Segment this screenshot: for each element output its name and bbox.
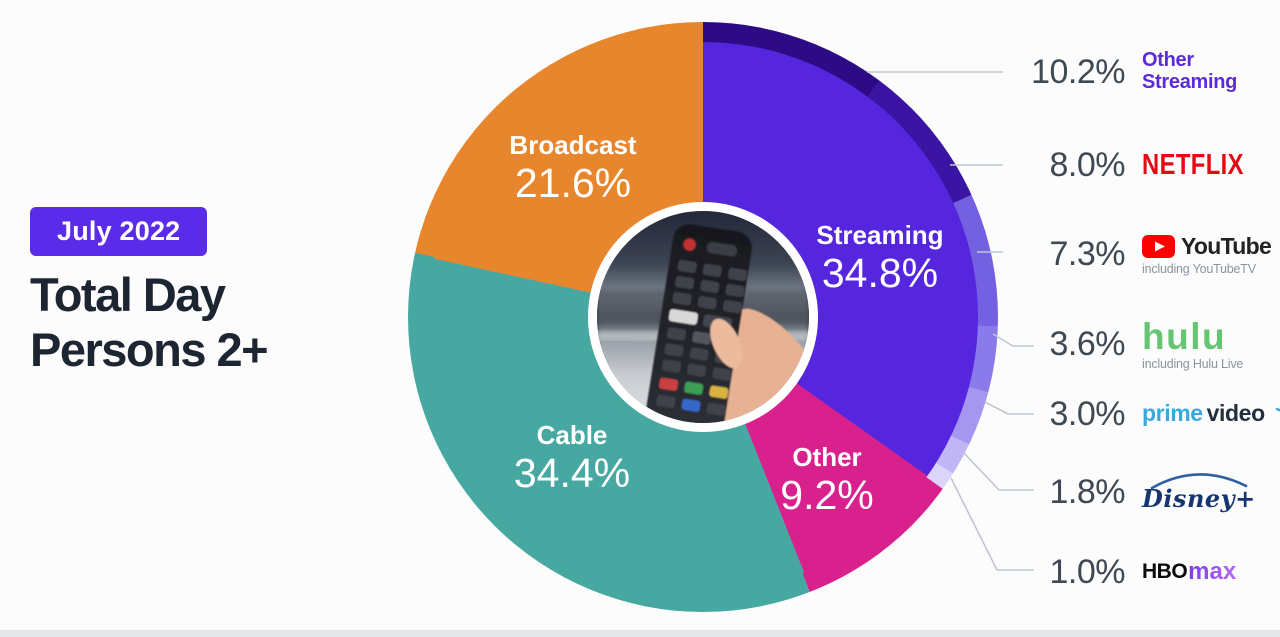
slice-name: Other <box>792 442 862 472</box>
slice-label-cable: Cable 34.4% <box>452 420 692 496</box>
slice-name: Broadcast <box>509 130 637 160</box>
prime-smile-icon <box>1275 407 1280 412</box>
youtube-play-icon <box>1142 234 1175 258</box>
brand-text: Streaming <box>1142 71 1238 93</box>
slice-label-streaming: Streaming 34.8% <box>760 220 1000 296</box>
brand-text: max <box>1188 558 1237 585</box>
legend-row-disney-plus: 1.8% Disney+ <box>985 462 1277 522</box>
slice-label-other: Other 9.2% <box>707 442 947 518</box>
brand-subtext: including YouTubeTV <box>1142 261 1256 276</box>
legend-percent: 7.3% <box>1049 234 1126 273</box>
brand-text: YouTube <box>1181 232 1272 259</box>
other-streaming-logo: Other Streaming <box>1142 50 1237 93</box>
slice-percent: 34.8% <box>821 250 939 296</box>
title-line-2: Persons 2+ <box>30 322 269 376</box>
legend-percent: 10.2% <box>1031 52 1125 91</box>
legend-row-netflix: 8.0% NETFLIX <box>985 135 1277 195</box>
brand-text: HBO <box>1142 560 1188 583</box>
prime-video-logo: prime video <box>1142 402 1280 426</box>
remote-illustration <box>597 211 809 423</box>
slice-name: Streaming <box>816 220 944 250</box>
legend-percent: 3.0% <box>1049 394 1126 433</box>
netflix-logo: NETFLIX <box>1142 148 1244 181</box>
slice-label-broadcast: Broadcast 21.6% <box>453 130 693 206</box>
youtube-logo: YouTube including YouTubeTV <box>1142 232 1272 276</box>
disney-arc-icon <box>1150 472 1248 489</box>
legend-row-hulu: 3.6% hulu including Hulu Live <box>985 314 1277 374</box>
brand-text: video <box>1206 400 1265 426</box>
hulu-logo: hulu including Hulu Live <box>1142 318 1243 371</box>
hbo-max-logo: HBO max <box>1142 558 1236 586</box>
donut-chart: Broadcast 21.6% Streaming 34.8% Cable 34… <box>408 22 998 612</box>
brand-text: Other <box>1142 49 1194 72</box>
center-photo-remote-in-hand <box>588 202 818 432</box>
brand-text: prime <box>1142 400 1203 426</box>
slice-name: Cable <box>536 420 608 450</box>
slice-percent: 34.4% <box>513 450 631 496</box>
legend-percent: 1.0% <box>1049 552 1126 591</box>
disney-plus-logo: Disney+ <box>1142 472 1256 513</box>
legend-row-youtube: 7.3% YouTube including YouTubeTV <box>985 224 1277 284</box>
date-badge: July 2022 <box>30 207 208 256</box>
legend-row-prime-video: 3.0% prime video <box>985 384 1280 444</box>
brand-text: hulu <box>1142 315 1227 357</box>
legend-percent: 1.8% <box>1049 472 1126 511</box>
legend-percent: 3.6% <box>1049 324 1126 363</box>
page-title: Total Day Persons 2+ <box>30 268 269 378</box>
title-line-1: Total Day <box>30 268 226 321</box>
brand-subtext: including Hulu Live <box>1142 356 1244 371</box>
legend-row-hbo-max: 1.0% HBO max <box>985 542 1277 602</box>
bottom-divider <box>0 630 1280 637</box>
slice-percent: 9.2% <box>780 472 874 518</box>
slice-percent: 21.6% <box>514 160 632 206</box>
legend-percent: 8.0% <box>1049 145 1126 184</box>
brand-text: Disney+ <box>1142 483 1256 513</box>
legend-row-other-streaming: 10.2% Other Streaming <box>985 42 1277 102</box>
